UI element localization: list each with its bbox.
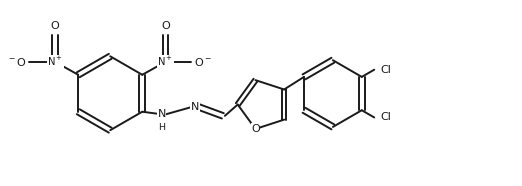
Text: N$^+$: N$^+$	[47, 55, 63, 68]
Text: Cl: Cl	[381, 65, 392, 75]
Text: O$^-$: O$^-$	[194, 56, 211, 68]
Text: O: O	[251, 124, 260, 134]
Text: Cl: Cl	[381, 112, 392, 122]
Text: $^-$O: $^-$O	[7, 56, 27, 68]
Text: O: O	[51, 21, 60, 31]
Text: N: N	[158, 109, 166, 119]
Text: H: H	[158, 123, 165, 132]
Text: O: O	[161, 21, 170, 31]
Text: N: N	[191, 102, 199, 112]
Text: N$^+$: N$^+$	[157, 55, 173, 68]
